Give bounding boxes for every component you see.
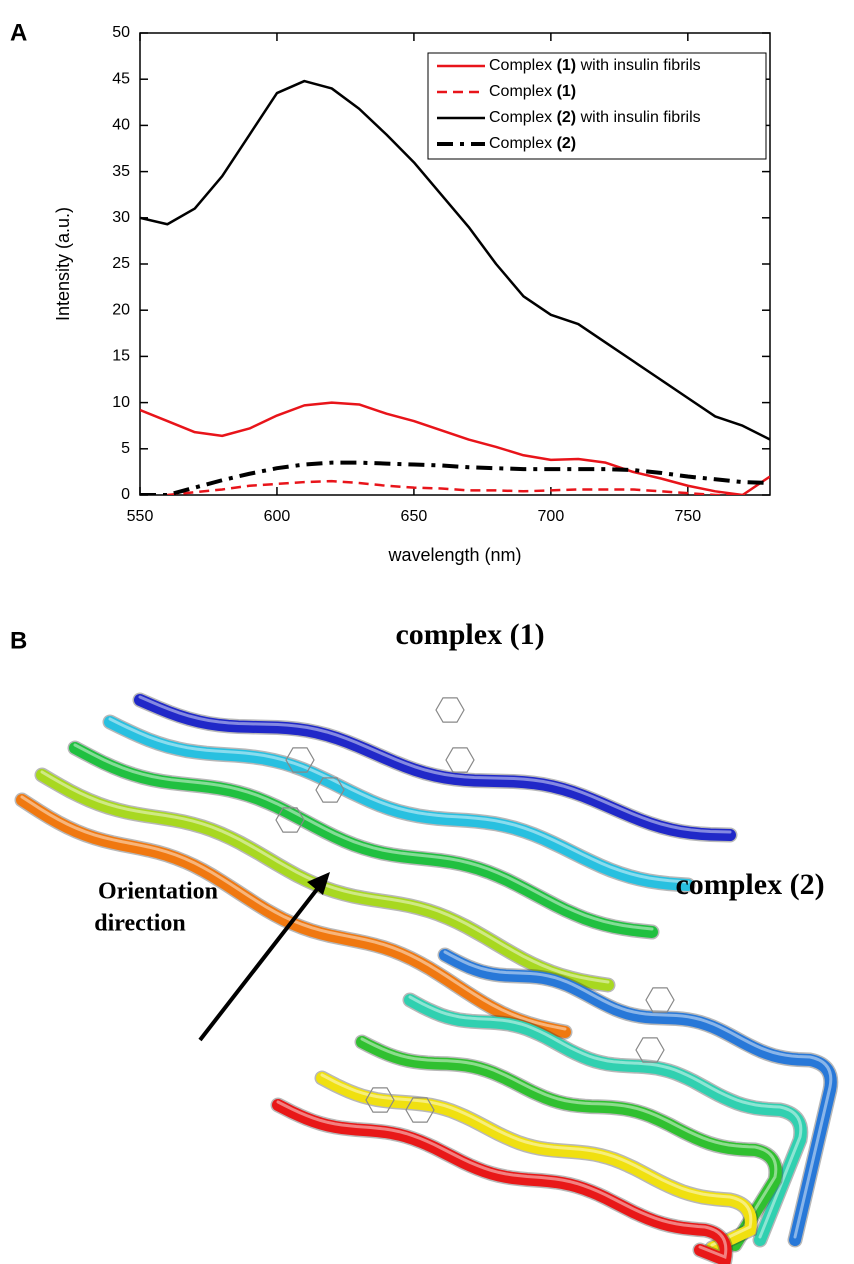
- y-tick-label: 30: [112, 209, 130, 226]
- x-tick-label: 600: [264, 508, 291, 525]
- y-tick-label: 35: [112, 163, 130, 180]
- molecule-ring: [635, 1037, 665, 1063]
- y-tick-label: 15: [112, 348, 130, 365]
- panel-label: B: [10, 627, 27, 654]
- fibril: [134, 694, 736, 841]
- fibril: [69, 742, 658, 938]
- fibril-highlight: [408, 995, 803, 1239]
- fibril: [316, 1072, 757, 1254]
- y-tick-label: 40: [112, 117, 130, 134]
- data-line: [167, 479, 743, 495]
- panel-label: A: [10, 19, 27, 46]
- molecule-ring: [435, 697, 465, 723]
- fibril: [104, 716, 694, 891]
- complex-label: complex (1): [395, 618, 544, 651]
- fibril-highlight: [108, 717, 690, 884]
- molecule-ring: [445, 747, 475, 773]
- complex-label: complex (2): [675, 868, 824, 901]
- y-tick-label: 0: [121, 486, 130, 503]
- legend-label: Complex (2): [489, 135, 576, 152]
- y-axis-label: Intensity (a.u.): [53, 207, 73, 321]
- orientation-label: direction: [94, 911, 186, 937]
- molecule-ring: [285, 747, 315, 773]
- fibril: [272, 1099, 732, 1264]
- orientation-arrow: [198, 886, 320, 1042]
- fibril-highlight: [443, 950, 833, 1239]
- legend-label: Complex (1) with insulin fibrils: [489, 57, 701, 74]
- y-tick-label: 50: [112, 24, 130, 41]
- y-tick-label: 5: [121, 440, 130, 457]
- x-axis-label: wavelength (nm): [387, 545, 521, 565]
- fibril: [439, 949, 837, 1246]
- y-tick-label: 25: [112, 255, 130, 272]
- fibril-highlight: [73, 743, 654, 931]
- molecule-ring: [315, 777, 345, 803]
- orientation-label: Orientation: [98, 879, 218, 905]
- x-tick-label: 650: [401, 508, 428, 525]
- fibril: [16, 794, 571, 1038]
- fibril-highlight: [138, 695, 732, 834]
- fibril-highlight: [360, 1037, 778, 1244]
- fibril: [356, 1036, 782, 1251]
- fibril-diagram: [14, 692, 839, 1264]
- fibril-highlight: [276, 1100, 728, 1260]
- molecule-ring: [365, 1087, 395, 1113]
- data-line: [140, 79, 770, 441]
- y-tick-label: 10: [112, 394, 130, 411]
- data-line: [140, 401, 770, 495]
- data-line: [140, 460, 770, 495]
- x-tick-label: 700: [538, 508, 565, 525]
- legend-label: Complex (1): [489, 83, 576, 100]
- fibril: [404, 994, 807, 1246]
- arrow-head: [307, 872, 330, 895]
- legend-label: Complex (2) with insulin fibrils: [489, 109, 701, 126]
- molecule-ring: [405, 1097, 435, 1123]
- y-tick-label: 45: [112, 70, 130, 87]
- y-tick-label: 20: [112, 301, 130, 318]
- fibril-highlight: [320, 1073, 753, 1247]
- x-tick-label: 550: [127, 508, 154, 525]
- molecule-ring: [275, 807, 305, 833]
- x-tick-label: 750: [674, 508, 701, 525]
- molecule-ring: [645, 987, 675, 1013]
- legend-box: [427, 52, 767, 160]
